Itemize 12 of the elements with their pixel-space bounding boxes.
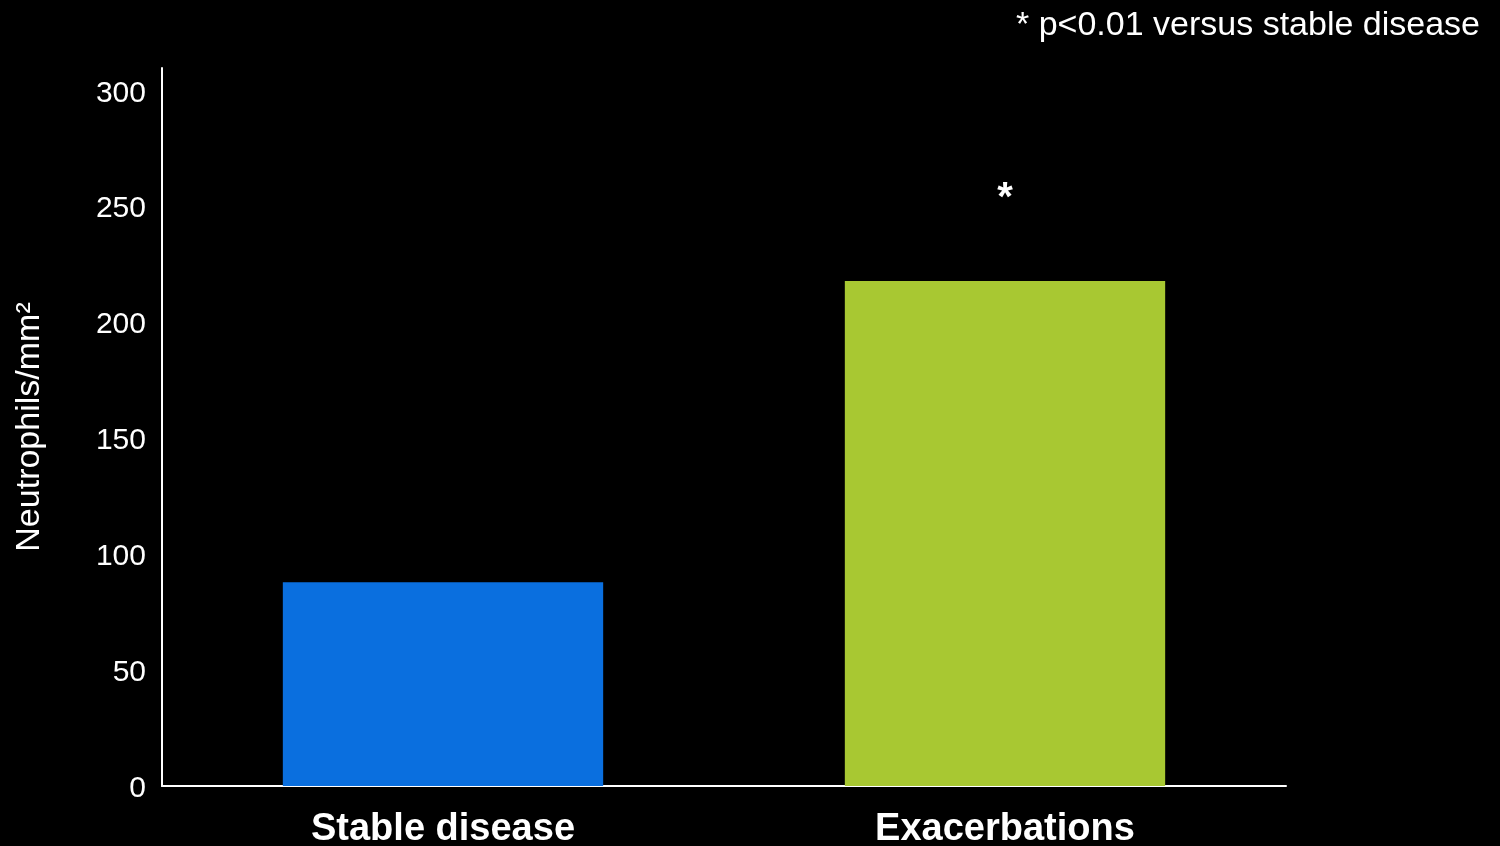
y-tick-label: 250 <box>95 190 146 224</box>
y-axis-title: Neutrophils/mm² <box>8 302 46 552</box>
y-tick-label: 150 <box>95 422 146 456</box>
y-tick-label: 200 <box>95 306 146 340</box>
y-tick-label: 100 <box>95 537 146 571</box>
x-tick-label: Exacerbations <box>875 806 1135 846</box>
y-tick-label: 300 <box>95 74 146 108</box>
annotation: * <box>997 174 1014 219</box>
x-tick-label: Stable disease <box>310 806 576 846</box>
y-tick-label: 50 <box>112 653 146 687</box>
y-tick-label: 0 <box>129 769 146 803</box>
text: * p<0.01 versus stable disease <box>1015 4 1480 42</box>
